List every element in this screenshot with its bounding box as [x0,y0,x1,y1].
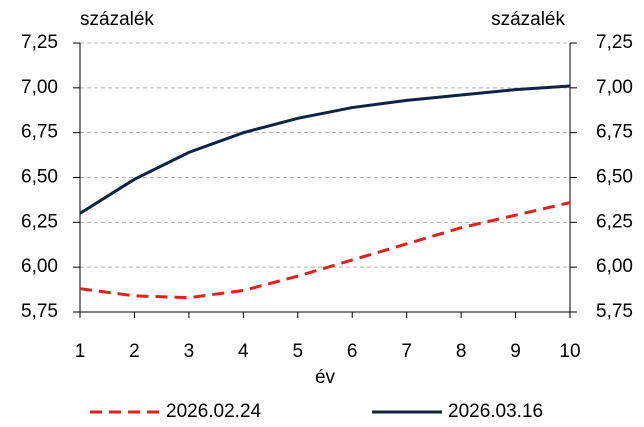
x-tick-label: 2 [129,341,140,362]
y2-tick-label: 6,50 [596,167,633,188]
x-tick-label: 8 [456,341,467,362]
y2-tick-label: 6,25 [596,211,633,232]
y-tick-label: 6,25 [21,211,58,232]
y2-tick-label: 7,25 [596,32,633,53]
series-line [79,201,571,300]
y2-tick-label: 6,00 [596,256,633,277]
x-tick-label: 9 [510,341,521,362]
y2-tick-label: 5,75 [596,301,633,322]
x-tick-label: 5 [292,341,303,362]
y2-tick-label: 7,00 [596,77,633,98]
x-tick-label: 6 [347,341,358,362]
x-tick-label: 10 [559,341,580,362]
series-line [79,84,571,215]
y2-axis-label: százalék [491,9,565,30]
legend-label: 2026.02.24 [166,401,262,422]
legend-label: 2026.03.16 [448,401,543,422]
x-tick-label: 7 [401,341,412,362]
y-tick-label: 6,50 [21,167,58,188]
x-tick-label: 1 [75,341,86,362]
y-tick-label: 7,25 [21,32,58,53]
y-tick-label: 5,75 [21,301,58,322]
x-axis-label: év [315,367,336,388]
y-tick-label: 7,00 [21,77,58,98]
y-tick-label: 6,00 [21,256,58,277]
y-tick-label: 6,75 [21,122,58,143]
x-tick-label: 4 [238,341,249,362]
x-tick-label: 3 [184,341,195,362]
y2-tick-label: 6,75 [596,122,633,143]
y-axis-label: százalék [80,9,154,30]
